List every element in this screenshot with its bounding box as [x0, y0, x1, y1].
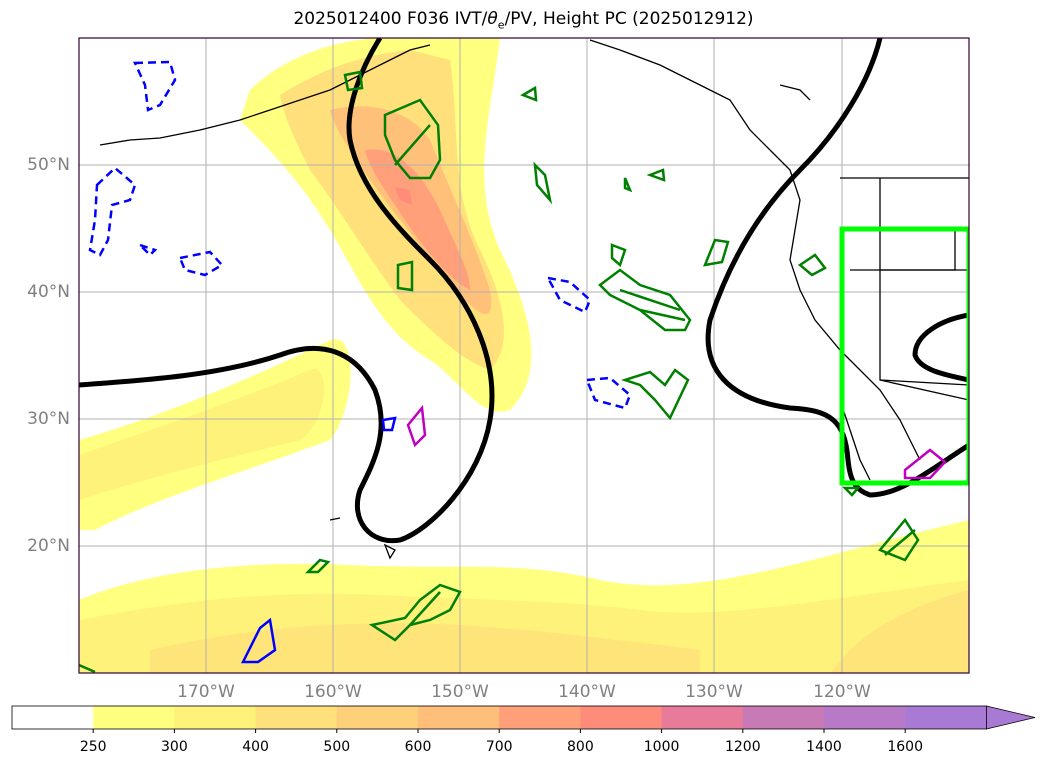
map-frame: [78, 37, 970, 674]
lon-label-120w: 120°W: [813, 682, 871, 702]
lat-label-40n: 40°N: [27, 282, 70, 302]
colorbar-segment: [336, 706, 419, 729]
colorbar-tick-label: 250: [79, 739, 107, 755]
map-title: 2025012400 F036 IVT/θe/PV, Height PC (20…: [293, 9, 754, 32]
lat-label-30n: 30°N: [27, 409, 70, 429]
map-plot-area: [79, 38, 969, 673]
colorbar-tick-label: 300: [161, 739, 188, 755]
colorbar-tick-label: 1600: [887, 739, 923, 755]
ivt-shading: [79, 38, 969, 673]
pv-negative-contours: [88, 60, 632, 410]
pv-positive-contours: [79, 70, 920, 673]
colorbar-tick-label: 1400: [806, 739, 842, 755]
lon-label-160w: 160°W: [304, 682, 362, 702]
colorbar-segment: [742, 706, 825, 729]
region-highlight-box: [839, 226, 969, 486]
colorbar-segment: [418, 706, 500, 729]
colorbar-tick-label: 400: [242, 739, 269, 755]
colorbar: [11, 705, 1036, 733]
lat-label-20n: 20°N: [27, 536, 70, 556]
coastlines: [99, 39, 969, 560]
height-contours: [79, 38, 969, 544]
colorbar-tick-label: 500: [323, 739, 351, 755]
colorbar-segment: [255, 706, 338, 729]
lon-label-130w: 130°W: [685, 682, 743, 702]
colorbar-extend-arrow: [986, 705, 1036, 730]
colorbar-segment: [499, 706, 581, 729]
lat-label-50n: 50°N: [27, 155, 70, 175]
lon-label-170w: 170°W: [177, 682, 235, 702]
colorbar-segment: [661, 706, 744, 729]
colorbar-segment: [93, 706, 175, 729]
colorbar-segment: [580, 706, 663, 729]
lon-label-140w: 140°W: [558, 682, 616, 702]
colorbar-tick-label: 1000: [643, 739, 680, 755]
colorbar-tick-label: 600: [404, 739, 432, 755]
theta-e-contours: [406, 404, 947, 480]
colorbar-segment: [824, 706, 906, 729]
colorbar-segment: [174, 706, 257, 729]
colorbar-tick-label: 800: [567, 739, 594, 755]
colorbar-tick-label: 700: [485, 739, 513, 755]
colorbar-segment: [905, 706, 987, 729]
lon-label-150w: 150°W: [431, 682, 489, 702]
colorbar-tick-label: 1200: [724, 739, 761, 755]
gridlines: [79, 38, 969, 673]
pv-negative-solid: [240, 416, 397, 664]
colorbar-segment: [12, 706, 94, 729]
